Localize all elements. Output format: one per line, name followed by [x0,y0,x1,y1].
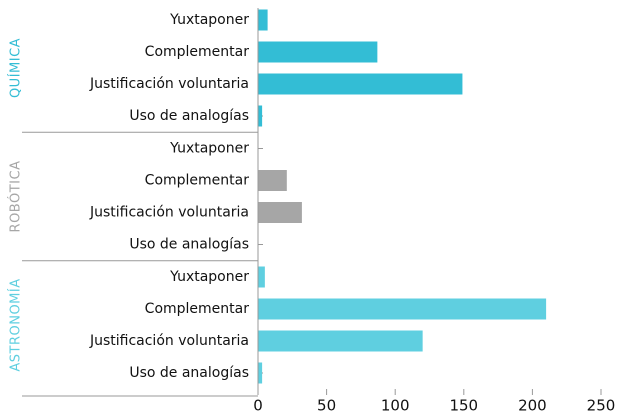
x-tick-label: 50 [317,397,336,414]
x-tick-label: 100 [381,397,410,414]
x-tick-label: 0 [253,397,263,414]
x-tick-label: 150 [449,397,478,414]
bar [258,9,268,31]
category-label: Uso de analogías [129,365,249,381]
group-label: QUÍMICA [8,38,24,98]
bar [258,73,463,95]
bar [258,105,263,127]
category-label: Complementar [145,301,250,317]
bar [258,298,547,320]
bar [258,362,263,384]
bar [258,41,378,63]
category-label: Uso de analogías [129,108,249,124]
group-label: ROBÓTICA [8,161,24,233]
category-label: Justificación voluntaria [89,76,249,92]
category-label: Justificación voluntaria [89,333,249,349]
category-label: Justificación voluntaria [89,205,249,221]
category-label: Uso de analogías [129,237,249,253]
category-label: Yuxtaponer [169,141,249,157]
category-label: Yuxtaponer [169,269,249,285]
bar [258,170,287,191]
bar [258,202,302,223]
bar [258,266,265,288]
category-label: Complementar [145,173,250,189]
x-tick-label: 200 [518,397,547,414]
category-label: Yuxtaponer [169,12,249,28]
bar [258,330,423,352]
group-label: ASTRONOMÍA [8,278,24,371]
category-label: Complementar [145,44,250,60]
x-tick-label: 250 [587,397,616,414]
